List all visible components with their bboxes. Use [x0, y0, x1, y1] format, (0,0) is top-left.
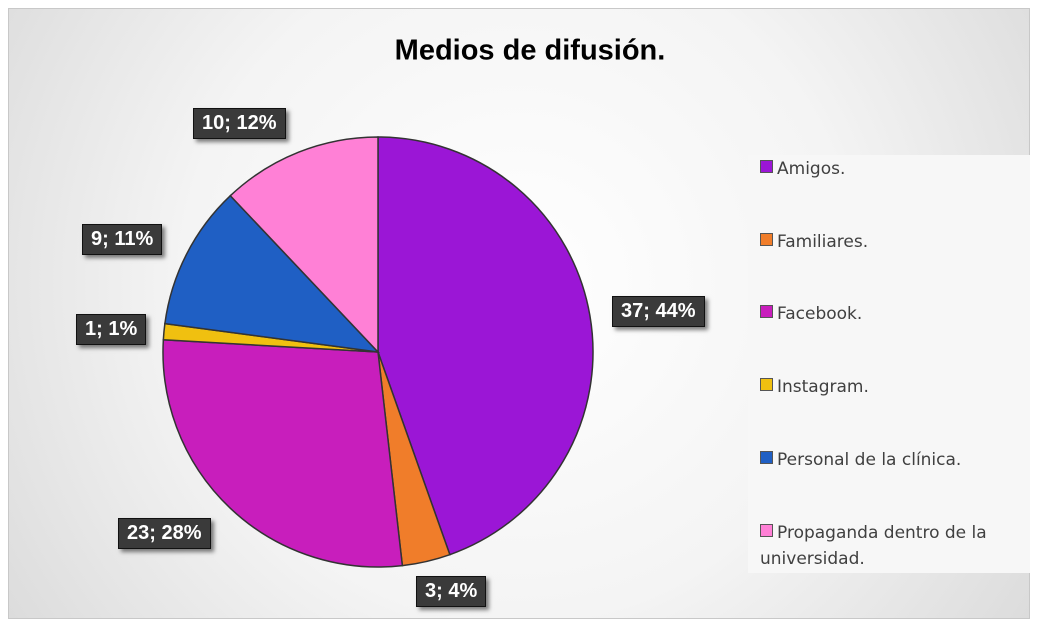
- data-label: 23; 28%: [118, 518, 211, 549]
- pie-slice: [229, 136, 379, 354]
- legend-item: Instagram.: [760, 374, 1025, 400]
- pie-slice: [162, 339, 404, 568]
- legend-label: Familiares.: [777, 232, 869, 252]
- legend-swatch: [760, 378, 773, 391]
- legend-item: Personal de la clínica.: [760, 447, 1025, 473]
- chart-title: Medios de difusión.: [395, 35, 666, 67]
- legend-label: Instagram.: [777, 377, 869, 397]
- legend-swatch: [760, 451, 773, 464]
- legend-item: Propaganda dentro de la universidad.: [760, 520, 1025, 572]
- pie-slice: [377, 136, 594, 556]
- data-label: 10; 12%: [193, 108, 286, 139]
- legend-label: Personal de la clínica.: [777, 450, 962, 470]
- legend-swatch: [760, 233, 773, 246]
- pie-slice: [164, 194, 380, 354]
- legend-label: Facebook.: [777, 304, 863, 324]
- legend-swatch: [760, 305, 773, 318]
- legend-swatch: [760, 524, 773, 537]
- data-label: 1; 1%: [76, 314, 147, 345]
- legend-item: Familiares.: [760, 229, 1025, 255]
- legend-label: Amigos.: [777, 159, 846, 179]
- data-label: 37; 44%: [612, 296, 705, 327]
- data-label: 9; 11%: [82, 224, 163, 255]
- legend: Amigos. Familiares. Facebook. Instagram. Per…: [748, 155, 1030, 573]
- legend-item: Facebook.: [760, 301, 1025, 327]
- data-label: 3; 4%: [416, 576, 487, 607]
- legend-label: Propaganda dentro de la universidad.: [760, 523, 987, 569]
- legend-swatch: [760, 160, 773, 173]
- legend-item: Amigos.: [760, 156, 1025, 182]
